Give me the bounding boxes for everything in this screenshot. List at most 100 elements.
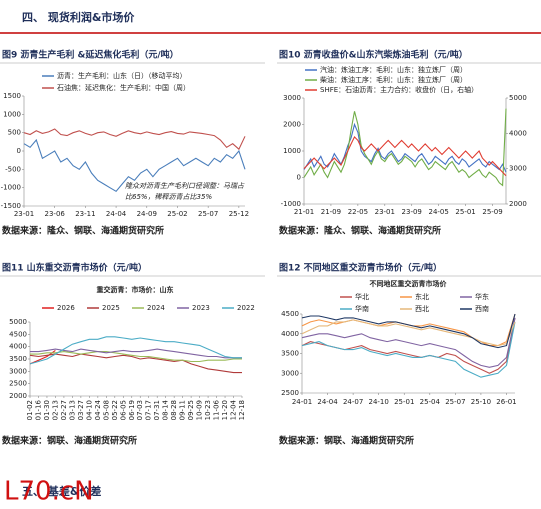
series-line <box>29 353 242 374</box>
x-tick-label: 08-28 <box>170 400 178 420</box>
x-tick-label: 01-30 <box>43 400 51 420</box>
chart-title: 图10 沥青收盘价&山东汽柴炼油毛利（元/吨） <box>279 49 468 61</box>
series-line <box>301 319 516 347</box>
legend-label: 2024 <box>147 304 165 312</box>
x-tick-label: 25-07 <box>445 398 465 406</box>
y-tick-label: 2500 <box>9 380 27 388</box>
x-tick-label: 05-22 <box>111 400 119 420</box>
x-tick-label: 04-24 <box>94 399 102 420</box>
legend-label: 东北 <box>415 292 429 301</box>
x-tick-label: 25-01 <box>455 208 475 216</box>
x-tick-label: 23-01 <box>375 208 395 216</box>
legend-label: 2025 <box>102 304 120 312</box>
x-tick-label: 06-19 <box>128 400 136 420</box>
legend-label: 柴油：炼油工序：毛利：山东：独立炼厂（周） <box>320 75 467 84</box>
series-line <box>29 336 242 365</box>
y2-tick-label: 4000 <box>509 129 527 137</box>
y-tick-label: 3500 <box>9 355 27 363</box>
series-line <box>30 348 242 359</box>
series-line <box>303 122 507 173</box>
x-tick-label: 22-05 <box>348 208 368 216</box>
chart-title: 图9 沥青生产毛利 &延迟焦化毛利（元/吨） <box>2 49 179 61</box>
x-tick-label: 09-11 <box>179 400 187 420</box>
legend-label: SHFE：石油沥青：主力合约：收盘价（日，右轴） <box>320 85 478 94</box>
x-tick-label: 11-06 <box>213 399 221 420</box>
series-line <box>301 317 516 374</box>
section-title: 四、 现货利润&市场价 <box>22 10 135 24</box>
y-tick-label: 3000 <box>9 367 27 375</box>
series-line <box>23 128 246 151</box>
y-tick-label: 0 <box>297 174 301 182</box>
y-tick-label: 2000 <box>9 392 27 400</box>
x-tick-label: 08-14 <box>162 399 170 420</box>
y-tick-label: 4000 <box>281 330 299 338</box>
x-tick-label: 03-27 <box>77 400 85 420</box>
x-tick-label: 24-09 <box>137 210 157 218</box>
x-tick-label: 24-05 <box>428 208 448 216</box>
source: 数据来源：钢联、海通期货研究所 <box>2 435 137 447</box>
footer-section: 五、 基差&价差 <box>22 484 101 498</box>
x-tick-label: 21-09 <box>321 208 341 216</box>
x-tick-label: 24-04 <box>317 398 338 406</box>
series-line <box>301 317 516 368</box>
x-tick-label: 02-27 <box>60 400 68 420</box>
legend-label: 2022 <box>237 304 255 312</box>
x-tick-label: 24-01 <box>292 398 312 406</box>
x-tick-label: 21-01 <box>294 208 314 216</box>
series-line <box>301 313 516 349</box>
legend-label: 2023 <box>192 304 210 312</box>
chart-title: 图12 不同地区重交沥青市场价（元/吨） <box>279 262 442 274</box>
x-tick-label: 24-07 <box>343 398 363 406</box>
y-tick-label: 500 <box>8 129 21 137</box>
chart-subtitle: 重交沥青：市场价：山东 <box>97 285 174 294</box>
legend-label: 2026 <box>57 304 75 312</box>
x-tick-label: 25-02 <box>167 210 187 218</box>
x-tick-label: 03-13 <box>68 400 76 420</box>
series-line <box>29 349 56 365</box>
annotation: 隆众对沥青生产毛利口径调整：马瑞占 <box>125 182 245 190</box>
series-line <box>303 108 507 187</box>
series-line <box>303 135 507 177</box>
x-tick-label: 02-13 <box>51 400 59 420</box>
x-tick-label: 06-05 <box>119 400 127 420</box>
x-tick-label: 07-17 <box>145 400 153 420</box>
x-tick-label: 25-01 <box>394 398 414 406</box>
y-tick-label: 3000 <box>283 94 301 102</box>
series-line <box>23 138 246 193</box>
chart-title: 图11 山东重交沥青市场价（元/吨） <box>2 262 147 274</box>
x-tick-label: 24-10 <box>369 398 389 406</box>
y-tick-label: 1500 <box>3 92 21 100</box>
y-tick-label: 1000 <box>3 110 21 118</box>
x-tick-label: 04-10 <box>85 400 93 420</box>
legend-label: 华北 <box>355 292 369 301</box>
x-tick-label: 24-04 <box>106 210 127 218</box>
source: 数据来源：隆众、钢联、海通期货研究所 <box>2 225 164 237</box>
x-tick-label: 01-16 <box>34 399 42 420</box>
x-tick-label: 25-10 <box>471 398 491 406</box>
y-tick-label: 0 <box>17 147 21 155</box>
series-line <box>301 313 516 347</box>
y2-tick-label: 3000 <box>509 165 527 173</box>
x-tick-label: 12-04 <box>230 399 238 420</box>
x-tick-label: 26-01 <box>496 398 516 406</box>
legend-label: 华南 <box>355 304 369 313</box>
x-tick-label: 07-31 <box>153 400 161 420</box>
y2-tick-label: 2000 <box>509 200 527 208</box>
annotation: 比65%，稀释沥青占比35% <box>125 193 212 201</box>
legend-label: 西北 <box>415 305 429 313</box>
y-tick-label: -500 <box>5 165 21 173</box>
x-tick-label: 23-06 <box>45 210 66 218</box>
y-tick-label: 3500 <box>281 350 299 358</box>
y-tick-label: 4000 <box>9 343 27 351</box>
legend-label: 西南 <box>475 304 489 313</box>
x-tick-label: 07-03 <box>136 400 144 420</box>
x-tick-label: 05-08 <box>102 400 110 420</box>
x-tick-label: 25-09 <box>482 208 502 216</box>
y-tick-label: 1000 <box>283 147 301 155</box>
watermark: L70.cN <box>4 477 94 507</box>
x-tick-label: 25-07 <box>198 210 218 218</box>
y2-tick-label: 5000 <box>509 94 527 102</box>
y-tick-label: 4500 <box>281 310 299 318</box>
